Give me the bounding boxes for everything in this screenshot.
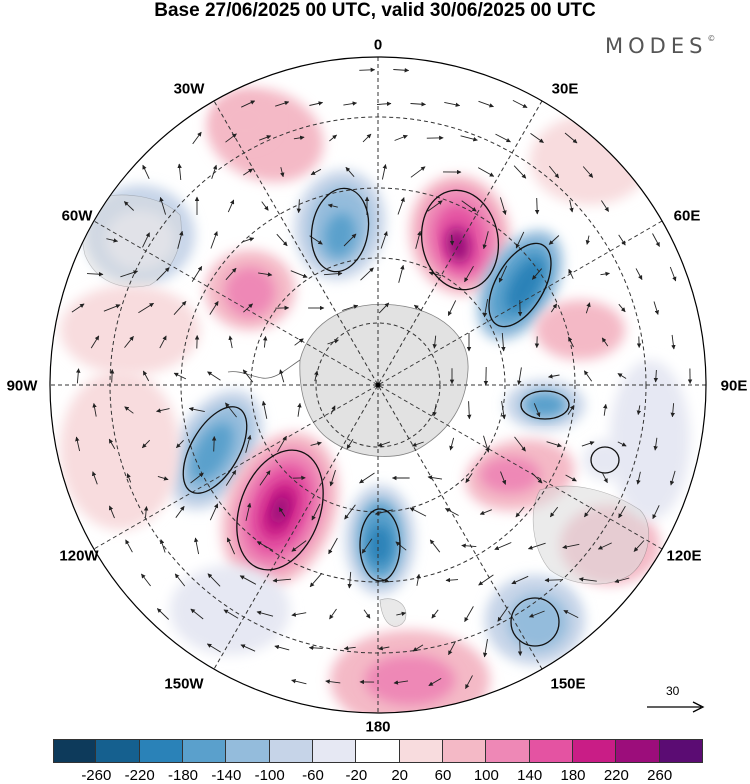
lon-label-150e: 150E: [550, 676, 585, 693]
colorbar-tick-label: 100: [474, 767, 499, 784]
lon-label-0: 0: [374, 37, 382, 54]
wind-vector: [452, 235, 453, 245]
colorbar-tick-label: -260: [81, 767, 111, 784]
colorbar-tick-label: -60: [302, 767, 324, 784]
south-pole-marker: [376, 383, 381, 388]
anomaly-blob: [530, 115, 650, 205]
anomaly-blob: [535, 300, 625, 360]
lon-label-90e: 90E: [721, 378, 748, 395]
lon-label-30e: 30E: [552, 81, 579, 98]
colorbar-tick-label: -20: [345, 767, 367, 784]
colorbar-frame: [53, 739, 703, 763]
colorbar-tick-label: 140: [517, 767, 542, 784]
anomaly-blob: [480, 457, 540, 493]
anomaly-blob: [368, 525, 392, 565]
colorbar-tick-label: 20: [391, 767, 408, 784]
anomaly-blob: [60, 285, 200, 375]
colorbar-tick-label: 260: [647, 767, 672, 784]
colorbar-tick-label: 220: [604, 767, 629, 784]
wind-vector: [112, 370, 113, 383]
polar-map: [0, 0, 750, 735]
colorbar-tick-label: -100: [255, 767, 285, 784]
lon-label-150w: 150W: [164, 676, 203, 693]
lon-label-30w: 30W: [174, 81, 205, 98]
anomaly-blob: [523, 392, 567, 418]
colorbar-tick-label: 180: [560, 767, 585, 784]
wind-vector: [520, 641, 521, 656]
wind-vector: [214, 437, 215, 452]
colorbar-tick-label: 60: [435, 767, 452, 784]
lon-label-60w: 60W: [62, 208, 93, 225]
lon-label-60e: 60E: [674, 208, 701, 225]
colorbar-tick-label: -140: [211, 767, 241, 784]
arrow-right-icon: [645, 692, 705, 722]
lon-label-90w: 90W: [7, 378, 38, 395]
colorbar: [53, 739, 703, 763]
lon-label-120w: 120W: [59, 548, 98, 565]
wind-vector: [537, 198, 538, 214]
lon-label-120e: 120E: [666, 548, 701, 565]
wind-vector: [359, 70, 374, 71]
colorbar-tick-label: -220: [125, 767, 155, 784]
lon-label-180: 180: [365, 719, 390, 736]
colorbar-tick-label: -180: [168, 767, 198, 784]
anomaly-blob: [60, 370, 180, 530]
wind-vector: [545, 580, 563, 581]
